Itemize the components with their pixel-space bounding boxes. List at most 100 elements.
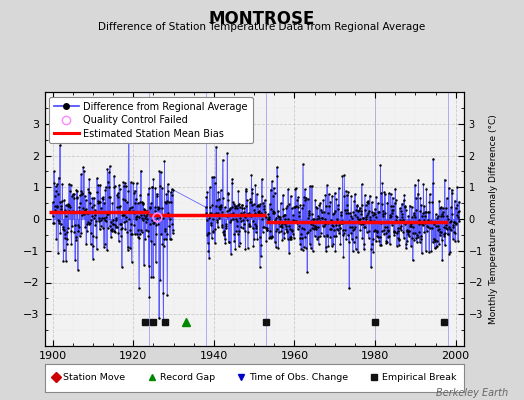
Point: [381, 210, 390, 217]
Point: [92, 209, 100, 216]
Point: [349, 209, 357, 215]
Point: [290, 234, 298, 241]
Point: [301, 244, 310, 251]
Point: [317, 219, 325, 225]
Point: [390, 228, 398, 235]
Point: [61, 231, 70, 237]
Point: [439, 205, 447, 212]
Point: [321, 220, 329, 227]
Point: [119, 219, 128, 226]
Point: [89, 243, 97, 249]
Point: [88, 213, 96, 219]
Point: [355, 207, 363, 213]
Point: [440, 176, 449, 183]
Point: [144, 227, 152, 234]
Point: [420, 229, 429, 235]
Point: [439, 209, 447, 215]
Point: [212, 216, 221, 223]
Point: [305, 183, 314, 189]
Point: [150, 219, 159, 226]
Point: [391, 196, 400, 203]
Point: [62, 258, 70, 264]
Point: [389, 203, 397, 209]
Point: [404, 228, 412, 235]
Point: [312, 216, 321, 222]
Point: [337, 220, 345, 226]
Point: [218, 222, 226, 228]
Point: [264, 210, 272, 217]
Point: [96, 222, 105, 229]
Point: [230, 238, 238, 244]
Point: [214, 189, 222, 195]
Point: [65, 181, 73, 187]
Point: [283, 229, 291, 235]
Point: [299, 161, 307, 168]
Point: [399, 197, 408, 203]
Point: [427, 218, 435, 224]
Point: [57, 202, 66, 209]
Point: [274, 213, 282, 219]
Point: [413, 231, 422, 238]
Point: [297, 225, 305, 231]
Point: [155, 168, 163, 174]
Point: [121, 226, 129, 233]
Point: [316, 218, 324, 224]
Point: [215, 196, 223, 202]
Point: [101, 241, 109, 248]
Point: [104, 211, 113, 218]
Point: [339, 232, 347, 238]
Point: [152, 231, 160, 237]
Point: [326, 217, 335, 224]
Point: [69, 191, 77, 198]
Point: [348, 226, 357, 233]
Point: [241, 246, 249, 252]
Point: [125, 216, 134, 222]
Point: [258, 228, 267, 235]
Point: [148, 184, 157, 190]
Point: [363, 212, 371, 218]
Point: [163, 231, 172, 237]
Point: [357, 211, 365, 218]
Point: [67, 228, 75, 234]
Point: [156, 214, 165, 220]
Point: [205, 255, 213, 261]
Point: [256, 210, 265, 216]
Point: [260, 203, 268, 209]
Point: [396, 205, 404, 211]
Point: [110, 184, 118, 190]
Point: [322, 232, 331, 238]
Point: [293, 197, 302, 203]
Point: [214, 215, 223, 221]
Point: [250, 221, 259, 227]
Point: [303, 268, 311, 275]
Point: [258, 216, 266, 223]
Point: [244, 229, 252, 235]
Point: [253, 191, 261, 197]
Point: [270, 209, 278, 215]
Point: [286, 236, 294, 242]
Point: [165, 199, 173, 205]
Point: [114, 230, 123, 236]
Point: [69, 208, 78, 214]
Point: [243, 210, 252, 217]
Point: [130, 187, 139, 194]
Point: [272, 226, 281, 233]
Point: [102, 214, 110, 220]
Point: [455, 198, 463, 205]
Point: [81, 206, 89, 213]
Point: [391, 229, 399, 236]
Point: [268, 178, 276, 184]
Point: [229, 210, 237, 216]
Point: [217, 204, 225, 210]
Point: [412, 235, 420, 242]
Point: [379, 227, 388, 234]
Point: [51, 183, 60, 190]
Point: [155, 315, 163, 322]
Point: [390, 200, 399, 206]
Point: [276, 216, 285, 222]
Point: [134, 214, 143, 220]
Point: [324, 191, 333, 197]
Point: [410, 237, 419, 243]
Point: [312, 203, 320, 210]
Point: [287, 236, 296, 242]
